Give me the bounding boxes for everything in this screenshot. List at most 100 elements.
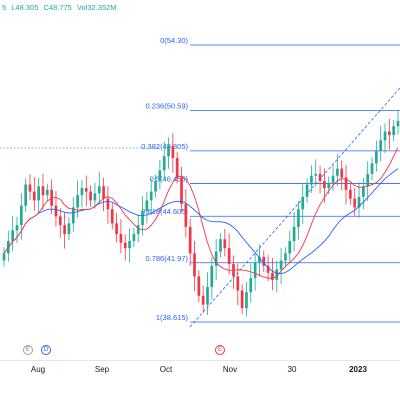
- candle-body: [89, 191, 92, 201]
- fib-level-label: 0.382(48.305): [141, 142, 188, 151]
- candle-body: [305, 184, 309, 197]
- x-label-sep: Sep: [94, 365, 110, 374]
- candle-body: [340, 168, 344, 178]
- x-label-aug: Aug: [30, 365, 46, 374]
- fib-trendline: [189, 87, 400, 328]
- time-axis[interactable]: Aug Sep Oct Nov 30 2023: [0, 360, 400, 401]
- candle-body: [32, 191, 36, 201]
- candle-body: [28, 184, 32, 192]
- fib-level-label: 0.618(44.605): [141, 207, 188, 216]
- ohlc-low: L48.305: [11, 3, 39, 12]
- candle-body: [11, 230, 15, 242]
- candle-body: [110, 209, 114, 224]
- candle-body: [115, 223, 118, 234]
- candle-body: [292, 226, 296, 242]
- candle-body: [63, 225, 66, 234]
- candle-body: [370, 163, 374, 174]
- candle-body: [76, 195, 79, 208]
- candle-body: [366, 173, 370, 187]
- candle-body: [262, 256, 266, 266]
- candle-body: [145, 200, 149, 212]
- candle-body: [37, 186, 40, 201]
- candle-body: [102, 186, 105, 199]
- candle-body: [45, 189, 49, 196]
- candle-body: [97, 186, 101, 194]
- candle-body: [158, 170, 162, 181]
- price-chart[interactable]: 0(54.30) 0.236(50.59) 0.382(48.305) 0.5(46.…: [0, 0, 400, 360]
- earnings-icon[interactable]: E: [23, 345, 33, 355]
- ohlc-volume: Vol32.352M: [76, 3, 117, 12]
- ohlc-open-fragment: 5: [2, 3, 7, 12]
- candle-body: [119, 233, 123, 243]
- candle-body: [258, 256, 261, 263]
- candle-body: [288, 241, 292, 254]
- candle-body: [353, 198, 357, 208]
- candle-body: [141, 211, 144, 226]
- candle-body: [184, 203, 188, 227]
- candle-body: [331, 175, 335, 183]
- candle-body: [279, 260, 283, 270]
- candle-body: [301, 196, 305, 210]
- candle-body: [149, 191, 153, 201]
- candle-body: [284, 253, 287, 261]
- candle-body: [171, 145, 175, 159]
- candle-body: [327, 182, 331, 189]
- candle-body: [253, 262, 257, 279]
- candle-body: [80, 188, 84, 196]
- candle-body: [223, 239, 227, 249]
- x-label-2023: 2023: [349, 365, 367, 374]
- earnings-icon[interactable]: E: [215, 345, 225, 355]
- candle-body: [323, 180, 326, 189]
- candle-body: [128, 241, 131, 249]
- candle-body: [396, 120, 400, 127]
- fib-level-label: 0.236(50.59): [145, 102, 188, 111]
- candle-body: [310, 175, 313, 185]
- candle-body: [297, 209, 300, 227]
- fib-level-label: 0.786(41.97): [145, 254, 188, 263]
- candle-body: [387, 131, 391, 136]
- chart-svg[interactable]: 0(54.30) 0.236(50.59) 0.382(48.305) 0.5(46.…: [0, 0, 400, 360]
- x-label-nov: Nov: [222, 365, 238, 374]
- candle-body: [236, 276, 240, 291]
- ohlc-close: C48.775: [43, 3, 72, 12]
- candle-body: [162, 156, 166, 171]
- candle-body: [245, 292, 248, 309]
- candle-body: [266, 265, 270, 273]
- fib-level-label: 0(54.30): [160, 36, 188, 45]
- ohlc-readout: 5 L48.305 C48.775 Vol32.352M: [2, 3, 120, 12]
- candle-body: [219, 239, 222, 252]
- candle-body: [197, 276, 201, 296]
- candle-body: [314, 173, 318, 176]
- candle-body: [180, 177, 183, 204]
- candle-body: [362, 186, 365, 197]
- candle-body: [175, 158, 179, 178]
- candle-body: [383, 131, 387, 141]
- candle-body: [24, 184, 27, 206]
- candle-body: [336, 168, 339, 176]
- candle-body: [71, 207, 75, 224]
- x-label-30: 30: [287, 365, 297, 374]
- candle-body: [271, 272, 274, 280]
- candle-body: [344, 177, 348, 190]
- candle-body: [275, 269, 279, 280]
- candle-body: [54, 205, 58, 217]
- moving-average-fast: [3, 147, 399, 279]
- moving-average-slow: [3, 168, 399, 275]
- candle-body: [15, 225, 19, 231]
- candle-body: [93, 193, 97, 201]
- candle-body: [2, 253, 6, 261]
- candle-body: [58, 216, 62, 226]
- candle-body: [349, 189, 352, 199]
- dividend-icon[interactable]: D: [41, 345, 51, 355]
- candle-body: [84, 188, 88, 192]
- candle-body: [240, 290, 244, 309]
- fib-level-label: 1(38.615): [156, 313, 189, 322]
- candle-body: [154, 180, 157, 192]
- candle-body: [19, 205, 23, 226]
- candle-body: [379, 140, 383, 151]
- candle-body: [227, 248, 231, 264]
- fib-level-label: 0.5(46.455): [150, 175, 189, 184]
- candle-body: [167, 145, 170, 157]
- candle-body: [50, 189, 53, 206]
- candle-body: [392, 126, 396, 136]
